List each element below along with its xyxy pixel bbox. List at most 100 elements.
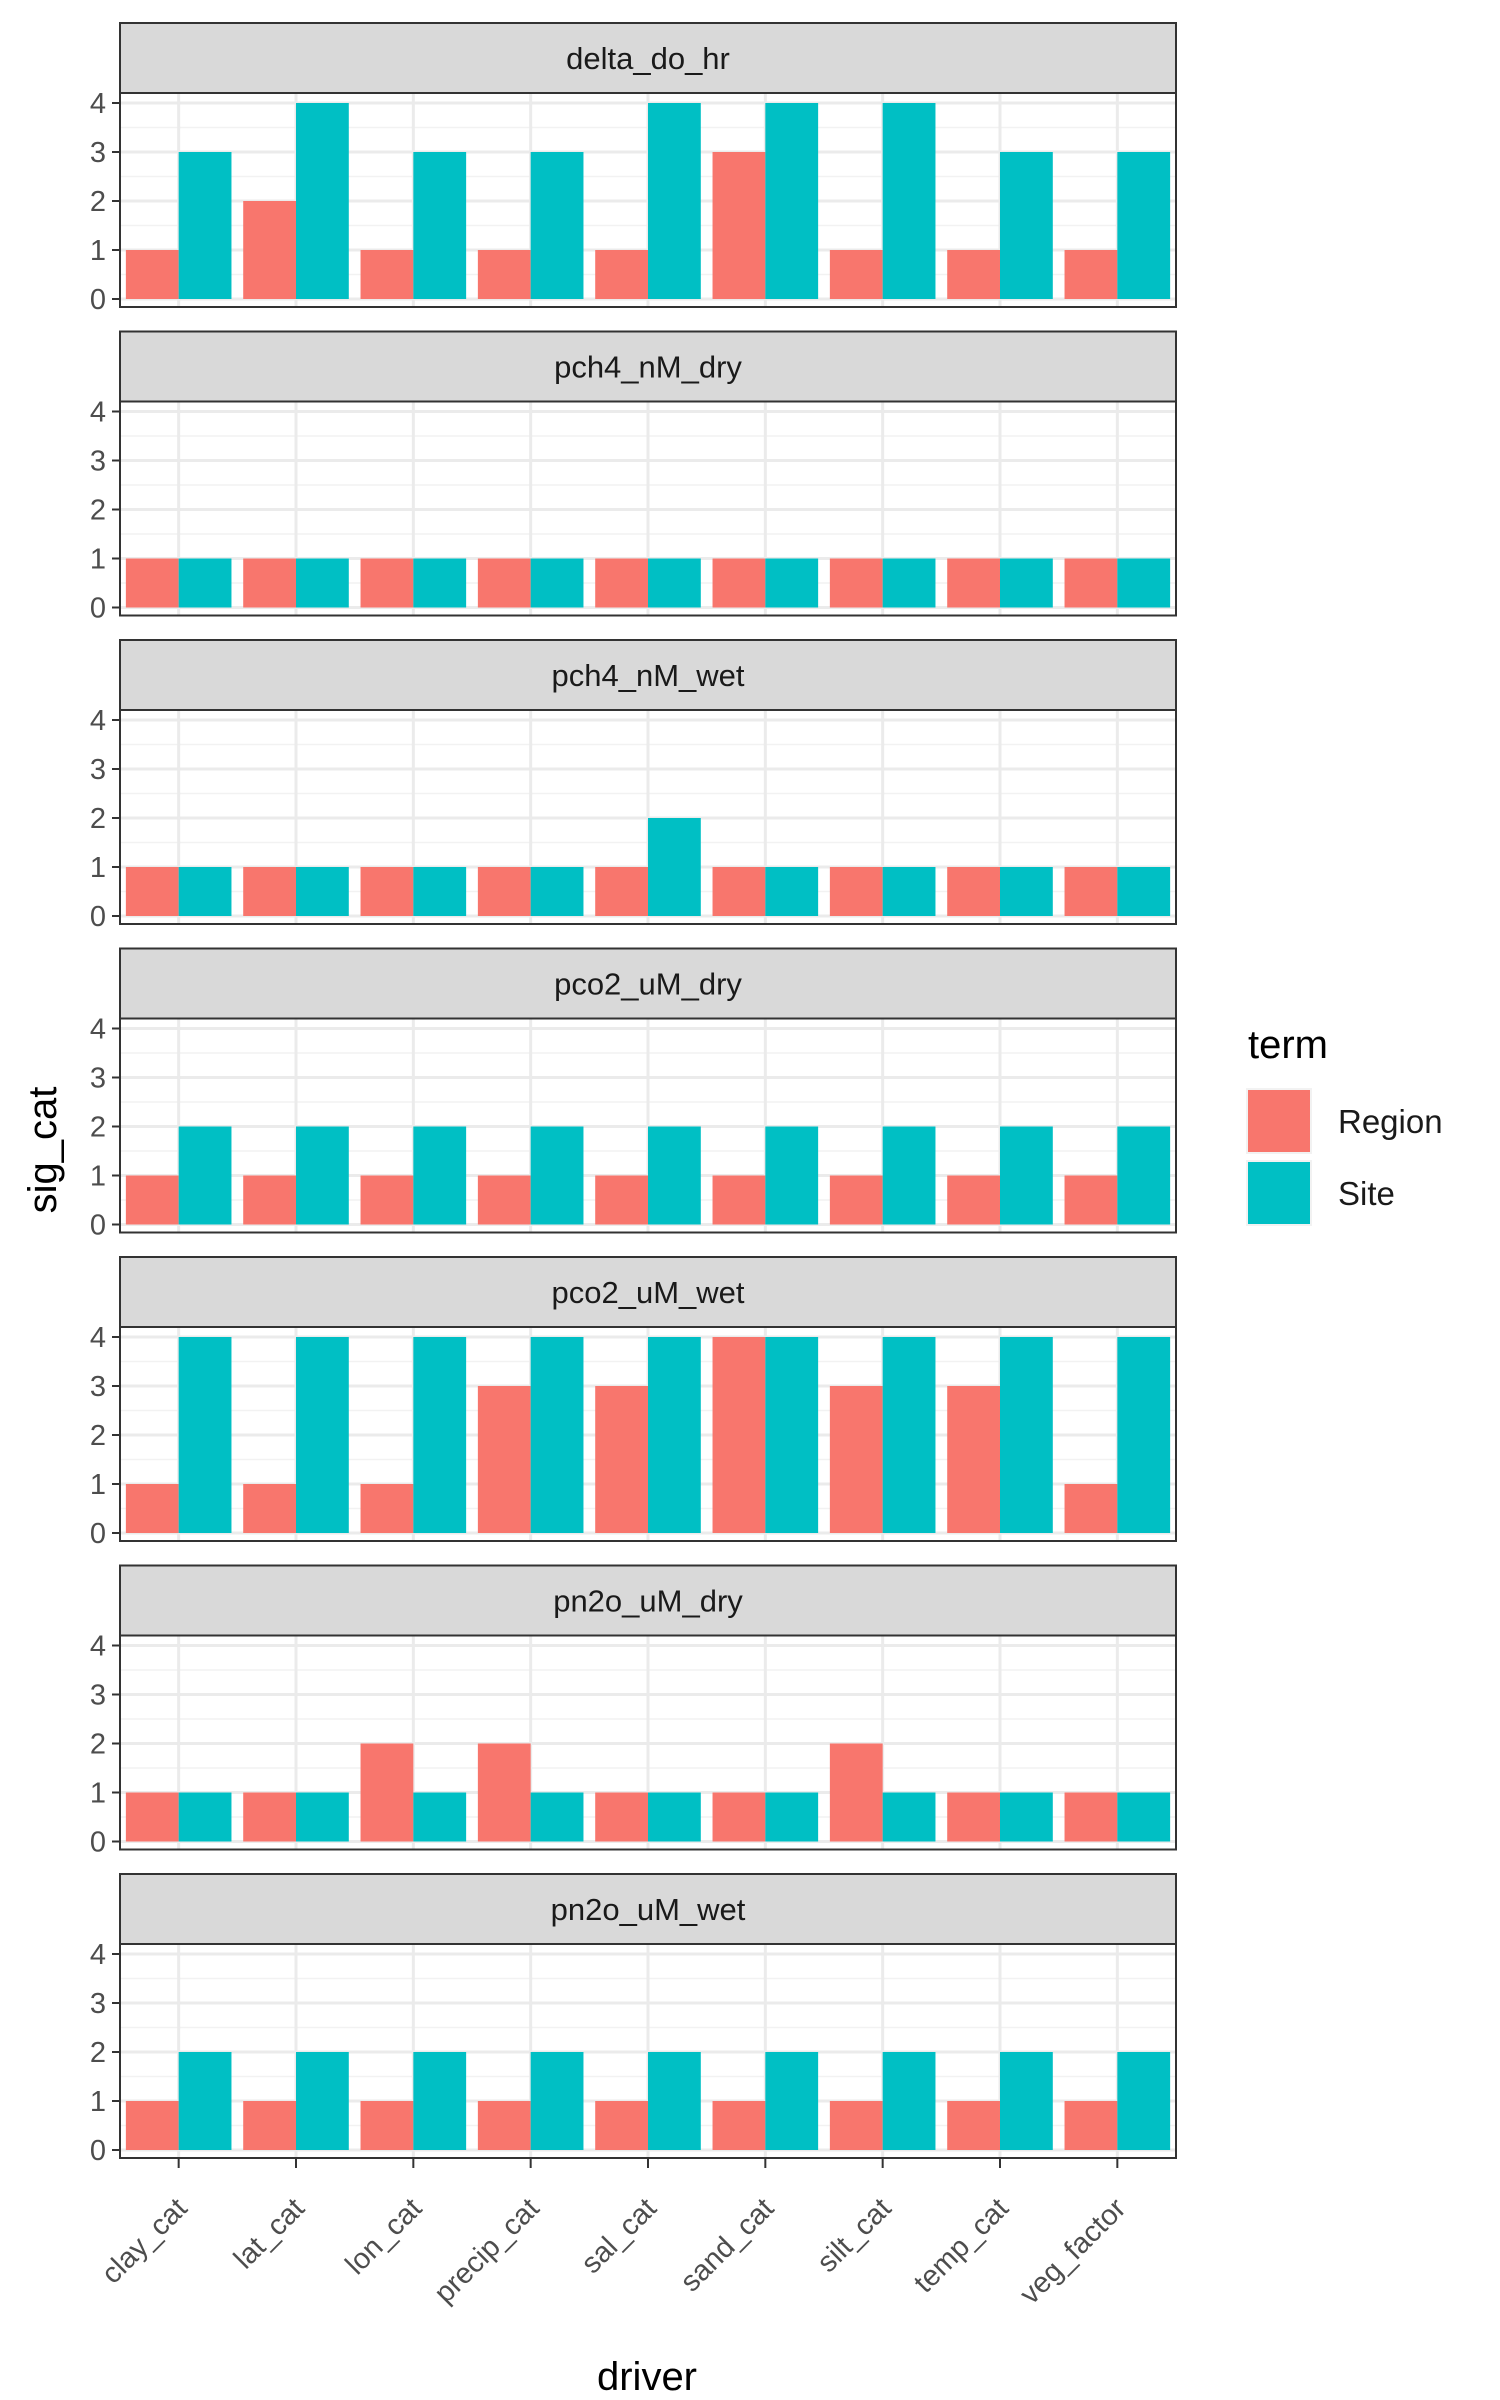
facet-strip-label: pch4_nM_wet (551, 658, 744, 693)
bar-pch4-nm-dry-site-precip-cat (530, 558, 584, 608)
bar-pch4-nm-wet-region-sal-cat (595, 867, 648, 916)
facet-panel-pn2o-um-dry: pn2o_uM_dry 0 1 2 3 4 (90, 1564, 1177, 1859)
bar-pn2o-um-wet-region-lon-cat (360, 2101, 414, 2150)
bar-pch4-nm-dry-region-sand-cat (712, 558, 766, 608)
bar-pch4-nm-dry-site-lon-cat (413, 558, 467, 608)
bar-pco2-um-wet-region-lon-cat (360, 1484, 414, 1533)
facet-strip-label: pco2_uM_wet (551, 1275, 744, 1310)
bar-delta-do-hr-site-silt-cat (882, 103, 936, 299)
y-tick-label: 2 (90, 1420, 106, 1452)
bar-delta-do-hr-site-lon-cat (413, 152, 467, 299)
bar-pco2-um-dry-site-lon-cat (413, 1126, 467, 1225)
bar-pn2o-um-wet-region-silt-cat (829, 2101, 883, 2150)
bar-pco2-um-wet-region-precip-cat (477, 1386, 531, 1533)
bar-pch4-nm-dry-site-temp-cat (1000, 558, 1053, 608)
facet-strip-label: pn2o_uM_wet (551, 1892, 746, 1927)
bar-pn2o-um-dry-site-veg-factor (1117, 1792, 1171, 1842)
x-tick-label-lon-cat: lon_cat (340, 2192, 429, 2281)
facet-strip (119, 1564, 1177, 1637)
bar-pco2-um-wet-site-temp-cat (1000, 1337, 1053, 1533)
x-axis: clay_cat lat_cat lon_cat precip_cat sal_cat s… (96, 2158, 1133, 2311)
bar-pco2-um-dry-site-lat-cat (296, 1126, 349, 1225)
bar-pn2o-um-dry-region-precip-cat (477, 1743, 531, 1842)
bar-pch4-nm-wet-site-temp-cat (1000, 867, 1053, 916)
bar-pco2-um-dry-site-sand-cat (765, 1126, 819, 1225)
legend-key-region (1248, 1090, 1310, 1152)
facet-strip-label: pch4_nM_dry (554, 350, 742, 385)
facet-strip (119, 330, 1177, 403)
y-tick-label: 4 (90, 88, 106, 120)
bar-delta-do-hr-site-veg-factor (1117, 152, 1171, 299)
bar-pch4-nm-wet-region-silt-cat (829, 867, 883, 916)
bar-pn2o-um-dry-region-lat-cat (243, 1792, 296, 1842)
y-tick-label: 1 (90, 2086, 106, 2118)
bar-pch4-nm-dry-site-silt-cat (882, 558, 936, 608)
y-tick-label: 2 (90, 803, 106, 835)
bar-pco2-um-dry-site-precip-cat (530, 1126, 584, 1225)
bar-pco2-um-wet-region-lat-cat (243, 1484, 296, 1533)
bar-pco2-um-dry-site-clay-cat (178, 1126, 232, 1225)
y-tick-label: 2 (90, 495, 106, 527)
y-tick-label: 0 (90, 2135, 106, 2167)
y-tick-label: 3 (90, 754, 106, 786)
bar-pn2o-um-dry-site-lat-cat (296, 1792, 349, 1842)
bar-pn2o-um-wet-region-sand-cat (712, 2101, 766, 2150)
y-tick-label: 0 (90, 1210, 106, 1242)
facet-panel-pco2-um-dry: pco2_uM_dry 0 1 2 3 4 (90, 947, 1177, 1242)
bar-pn2o-um-wet-region-precip-cat (477, 2101, 531, 2150)
legend-key-site (1248, 1162, 1310, 1224)
bar-pch4-nm-dry-region-silt-cat (829, 558, 883, 608)
bar-pn2o-um-dry-region-temp-cat (947, 1792, 1000, 1842)
bar-delta-do-hr-region-sand-cat (712, 152, 766, 299)
bar-pn2o-um-dry-site-clay-cat (178, 1792, 232, 1842)
bar-delta-do-hr-region-lon-cat (360, 250, 414, 299)
bar-pn2o-um-wet-site-silt-cat (882, 2052, 936, 2150)
bar-pn2o-um-wet-region-sal-cat (595, 2101, 648, 2150)
y-tick-label: 1 (90, 1469, 106, 1501)
bar-pch4-nm-dry-site-clay-cat (178, 558, 232, 608)
x-tick-label-precip-cat: precip_cat (428, 2192, 545, 2309)
bar-pco2-um-dry-region-sal-cat (595, 1175, 648, 1225)
y-tick-label: 2 (90, 2037, 106, 2069)
bar-pco2-um-wet-site-lon-cat (413, 1337, 467, 1533)
facet-panel-pch4-nm-dry: pch4_nM_dry 0 1 2 3 4 (90, 330, 1177, 625)
bar-pn2o-um-wet-site-temp-cat (1000, 2052, 1053, 2150)
facet-strip-label: delta_do_hr (566, 41, 730, 76)
y-tick-label: 4 (90, 1014, 106, 1046)
y-tick-label: 1 (90, 1161, 106, 1193)
facet-panel-pch4-nm-wet: pch4_nM_wet 0 1 2 3 4 (90, 639, 1177, 933)
bar-pco2-um-wet-site-silt-cat (882, 1337, 936, 1533)
y-tick-label: 3 (90, 1063, 106, 1095)
bar-pn2o-um-dry-site-temp-cat (1000, 1792, 1053, 1842)
bar-pco2-um-dry-region-sand-cat (712, 1175, 766, 1225)
y-tick-label: 3 (90, 1680, 106, 1712)
bar-pch4-nm-dry-region-veg-factor (1064, 558, 1118, 608)
bar-pn2o-um-dry-site-precip-cat (530, 1792, 584, 1842)
bar-pn2o-um-dry-region-lon-cat (360, 1743, 414, 1842)
bar-pch4-nm-wet-site-precip-cat (530, 867, 584, 916)
bar-pch4-nm-dry-region-precip-cat (477, 558, 531, 608)
y-tick-label: 4 (90, 705, 106, 737)
y-tick-label: 0 (90, 901, 106, 933)
x-tick-label-lat-cat: lat_cat (228, 2192, 311, 2275)
y-tick-label: 3 (90, 446, 106, 478)
bar-pch4-nm-dry-region-lat-cat (243, 558, 296, 608)
bar-pco2-um-wet-region-sand-cat (712, 1337, 766, 1533)
bar-delta-do-hr-site-clay-cat (178, 152, 232, 299)
bar-pch4-nm-wet-site-sand-cat (765, 867, 819, 916)
bar-pco2-um-dry-site-silt-cat (882, 1126, 936, 1225)
y-tick-label: 2 (90, 1112, 106, 1144)
bar-pco2-um-dry-site-temp-cat (1000, 1126, 1053, 1225)
y-tick-label: 2 (90, 1729, 106, 1761)
x-tick-label-sal-cat: sal_cat (575, 2192, 663, 2280)
bar-pco2-um-wet-region-silt-cat (829, 1386, 883, 1533)
bar-pn2o-um-wet-site-precip-cat (530, 2052, 584, 2150)
bar-pch4-nm-wet-region-veg-factor (1064, 867, 1118, 916)
bar-delta-do-hr-site-lat-cat (296, 103, 349, 299)
x-tick-label-clay-cat: clay_cat (96, 2192, 194, 2290)
bar-pn2o-um-wet-site-lat-cat (296, 2052, 349, 2150)
y-tick-label: 0 (90, 284, 106, 316)
y-tick-label: 3 (90, 1371, 106, 1403)
y-tick-label: 1 (90, 852, 106, 884)
